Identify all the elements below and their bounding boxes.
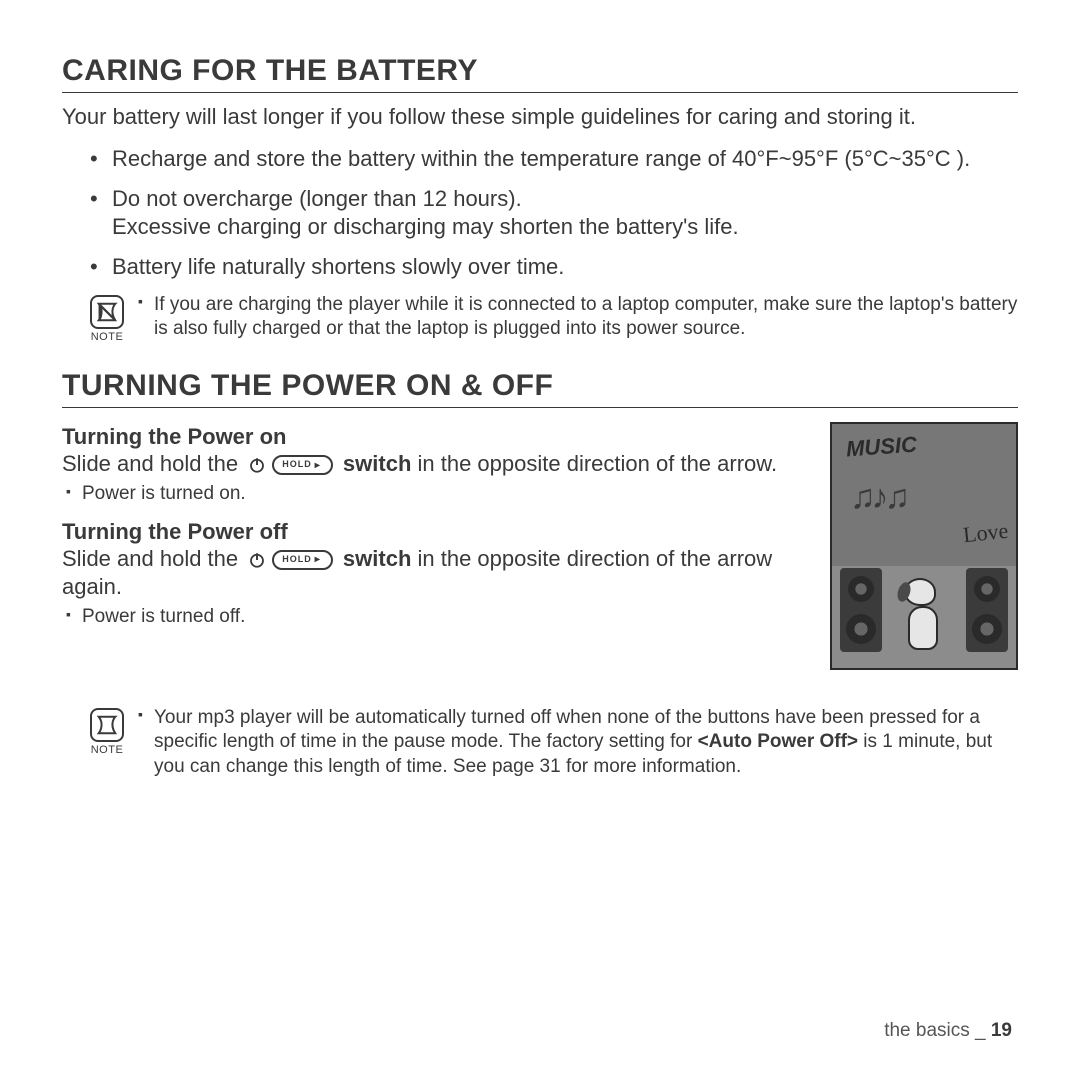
hold-switch-graphic: HOLD [248, 455, 333, 475]
page-footer: the basics _ 19 [884, 1020, 1012, 1042]
heading-caring-battery: CARING FOR THE BATTERY [62, 54, 1018, 93]
character-icon [898, 578, 954, 650]
note-text: If you are charging the player while it … [138, 293, 1018, 342]
note-block-2: NOTE Your mp3 player will be automatical… [90, 706, 1018, 779]
note-label: NOTE [91, 744, 124, 756]
speaker-icon [966, 568, 1008, 652]
subheading-power-off: Turning the Power off [62, 519, 812, 545]
note-icon [90, 295, 124, 329]
power-on-text: Slide and hold the HOLD switch in the op… [62, 450, 812, 479]
power-on-result: Power is turned on. [66, 483, 812, 505]
note-block-1: NOTE If you are charging the player whil… [90, 293, 1018, 343]
speaker-icon [840, 568, 882, 652]
power-icon [248, 456, 266, 474]
power-icon [248, 551, 266, 569]
subheading-power-on: Turning the Power on [62, 424, 812, 450]
battery-bullet-list: Recharge and store the battery within th… [90, 145, 1018, 282]
heading-power-on-off: TURNING THE POWER ON & OFF [62, 369, 1018, 408]
note-icon [90, 708, 124, 742]
screen-love-text: Love [962, 518, 1010, 549]
bullet-item: Battery life naturally shortens slowly o… [90, 253, 1018, 281]
hold-pill: HOLD [272, 550, 333, 570]
note-text: Your mp3 player will be automatically tu… [138, 706, 1018, 779]
screen-music-notes: ♫♪♫ [850, 478, 906, 517]
intro-text: Your battery will last longer if you fol… [62, 103, 1018, 131]
power-off-result: Power is turned off. [66, 606, 812, 628]
screen-music-label: MUSIC [845, 432, 918, 463]
device-screen-illustration: MUSIC ♫♪♫ Love [830, 422, 1018, 670]
hold-switch-graphic: HOLD [248, 550, 333, 570]
power-off-text: Slide and hold the HOLD switch in the op… [62, 545, 812, 602]
hold-pill: HOLD [272, 455, 333, 475]
bullet-item: Recharge and store the battery within th… [90, 145, 1018, 173]
note-label: NOTE [91, 331, 124, 343]
bullet-item: Do not overcharge (longer than 12 hours)… [90, 185, 1018, 241]
